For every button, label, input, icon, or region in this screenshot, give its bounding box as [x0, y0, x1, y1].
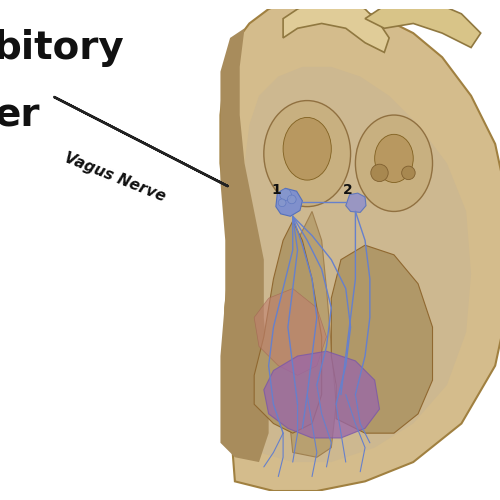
- Polygon shape: [288, 212, 336, 458]
- Circle shape: [280, 189, 291, 200]
- Polygon shape: [283, 0, 389, 52]
- Text: 1: 1: [271, 182, 280, 196]
- Ellipse shape: [264, 100, 350, 206]
- Polygon shape: [365, 0, 480, 48]
- Text: Vagus Nerve: Vagus Nerve: [62, 150, 168, 205]
- Polygon shape: [264, 351, 380, 438]
- Text: er: er: [0, 96, 40, 134]
- Polygon shape: [254, 221, 322, 433]
- Polygon shape: [220, 0, 500, 491]
- Circle shape: [278, 199, 286, 206]
- Polygon shape: [346, 193, 366, 212]
- Circle shape: [288, 195, 296, 203]
- Polygon shape: [276, 188, 302, 216]
- Ellipse shape: [374, 134, 413, 182]
- Circle shape: [402, 166, 415, 179]
- Polygon shape: [254, 288, 326, 376]
- Polygon shape: [332, 245, 432, 433]
- Text: 2: 2: [344, 182, 353, 196]
- Text: bitory: bitory: [0, 28, 124, 66]
- Circle shape: [371, 164, 388, 182]
- Ellipse shape: [356, 115, 432, 212]
- Polygon shape: [220, 28, 268, 462]
- Ellipse shape: [283, 118, 332, 180]
- Polygon shape: [244, 67, 471, 462]
- FancyArrowPatch shape: [54, 97, 228, 186]
